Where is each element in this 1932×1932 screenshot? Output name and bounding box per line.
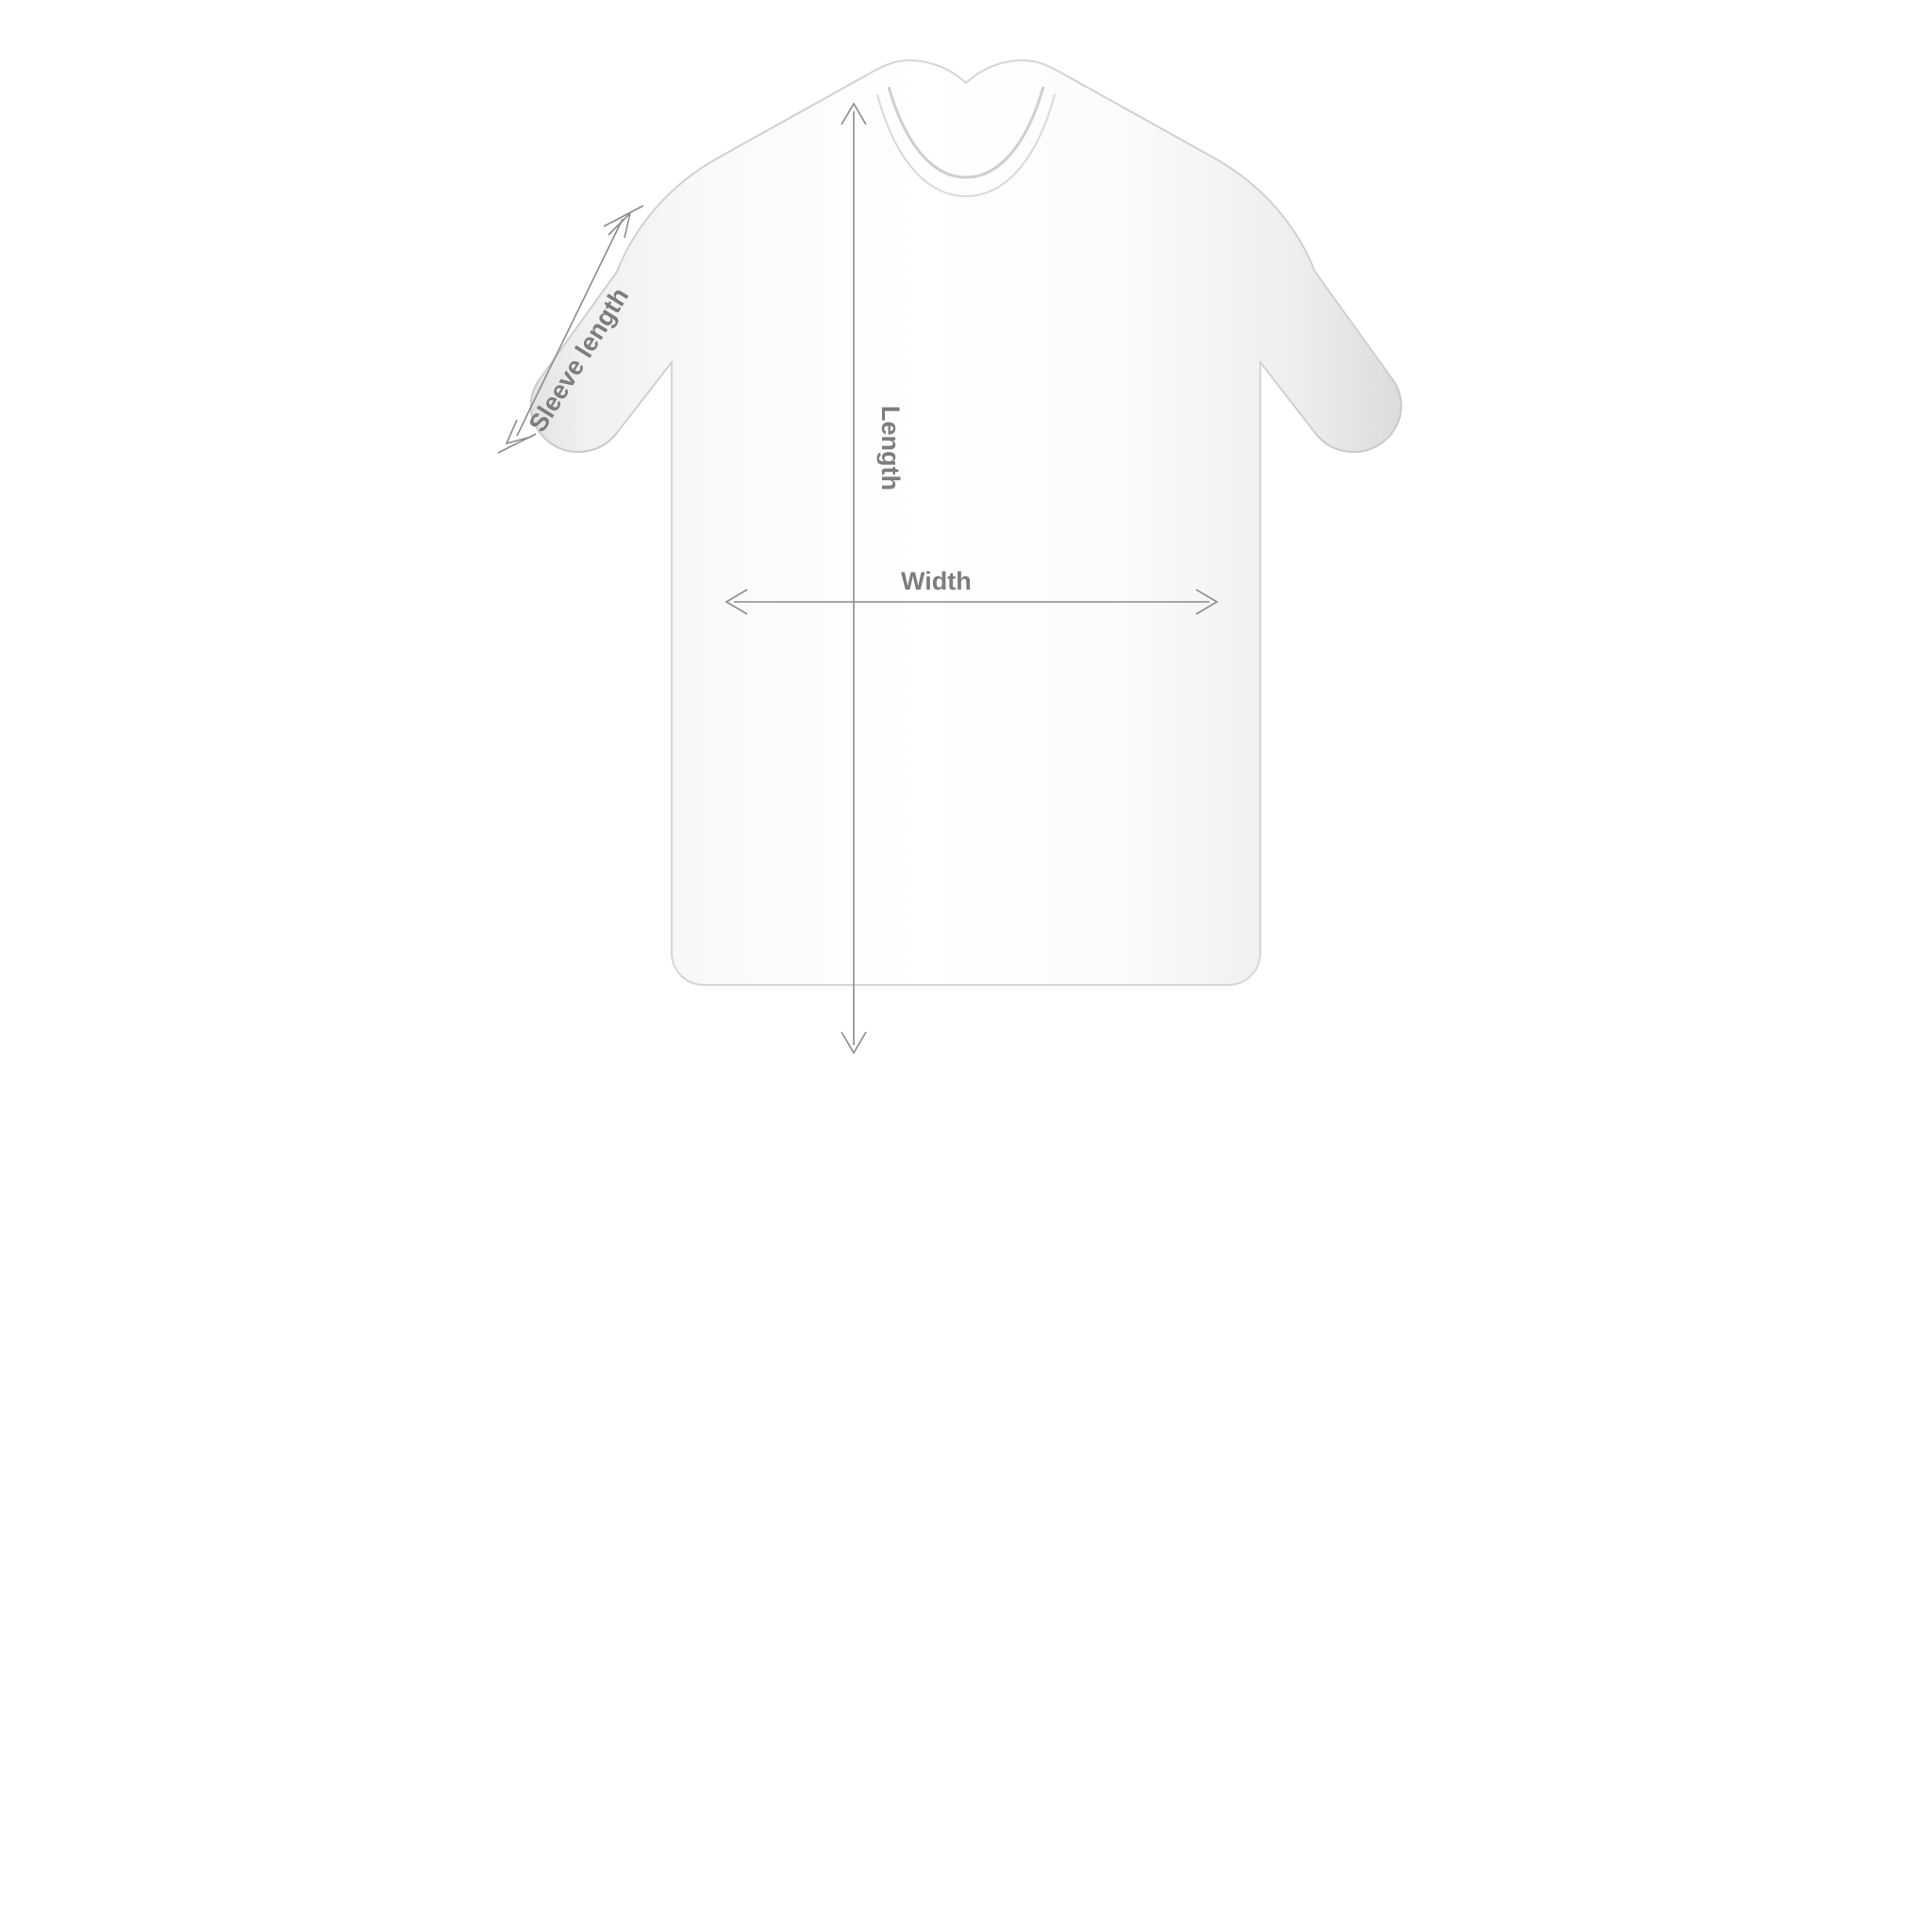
svg-text:Width: Width — [901, 567, 972, 595]
svg-text:Length: Length — [876, 406, 905, 491]
